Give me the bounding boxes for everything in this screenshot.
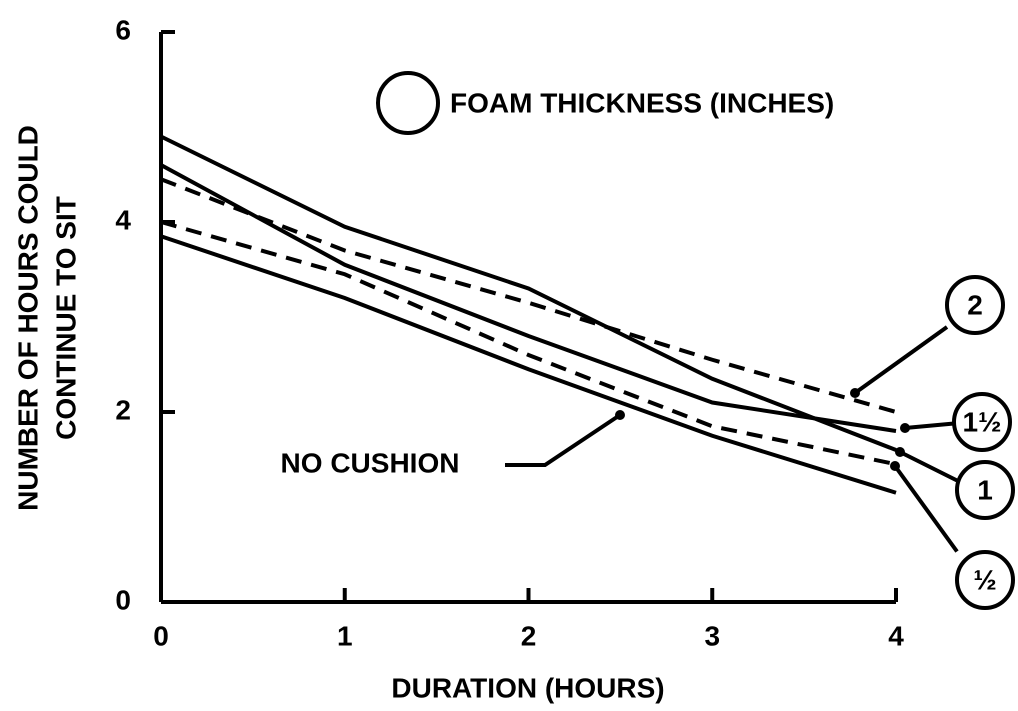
- series-label: ½: [973, 564, 996, 595]
- x-tick-label: 3: [704, 620, 720, 651]
- series-line: [160, 163, 897, 433]
- series-label: 2: [967, 289, 983, 320]
- y-tick-label: 2: [115, 394, 131, 425]
- series-label: NO CUSHION: [281, 447, 460, 478]
- y-tick-label: 0: [115, 584, 131, 615]
- label-arrow: [853, 325, 949, 395]
- arrow-head: [895, 447, 905, 457]
- x-axis-label: DURATION (HOURS): [391, 672, 664, 703]
- label-arrow: [904, 421, 955, 430]
- series-label: 1: [977, 474, 993, 505]
- x-tick-label: 2: [521, 620, 537, 651]
- label-circle: [952, 392, 1012, 452]
- arrow-head: [900, 423, 910, 433]
- label-arrow: [899, 450, 958, 483]
- label-circle: [945, 275, 1005, 335]
- label-arrow: [893, 464, 959, 553]
- arrow-head: [850, 388, 860, 398]
- y-axis-label: NUMBER OF HOURS COULD: [12, 125, 43, 511]
- label-circle: [955, 460, 1015, 520]
- x-tick-label: 4: [888, 620, 904, 651]
- legend-circle: [376, 71, 440, 135]
- series-line: [160, 220, 897, 467]
- y-tick-label: 6: [115, 14, 131, 45]
- x-tick-label: 0: [153, 620, 169, 651]
- series-label: 1½: [963, 406, 1002, 437]
- y-axis-label: CONTINUE TO SIT: [50, 196, 81, 440]
- y-tick-label: 4: [115, 204, 131, 235]
- label-arrow: [505, 413, 622, 467]
- x-tick-label: 1: [337, 620, 353, 651]
- series-line: [160, 234, 897, 495]
- arrow-head: [890, 461, 900, 471]
- label-circle: [955, 550, 1015, 610]
- annotation: FOAM THICKNESS (INCHES): [450, 87, 834, 118]
- series-line: [160, 177, 897, 414]
- arrow-head: [615, 410, 625, 420]
- series-line: [160, 134, 897, 452]
